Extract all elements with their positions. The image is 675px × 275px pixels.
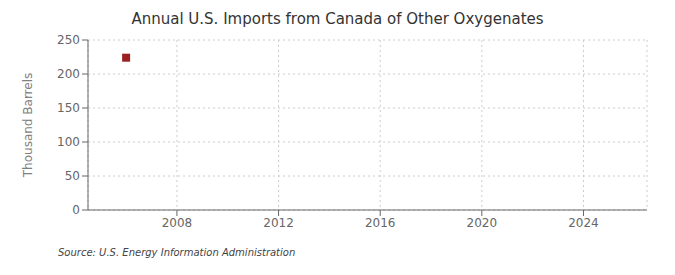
html-text:Source: U.S. Energy Informatio: Source: U.S. Energy Information Administ… [58, 247, 296, 258]
svg-text:200: 200 [57, 67, 80, 81]
svg-text:2012: 2012 [263, 216, 294, 230]
svg-text:0: 0 [72, 203, 80, 217]
svg-text:2008: 2008 [162, 216, 193, 230]
svg-text:Thousand Barrels: Thousand Barrels [21, 73, 35, 178]
svg-text:150: 150 [57, 101, 80, 115]
svg-text:2024: 2024 [568, 216, 599, 230]
svg-text:100: 100 [57, 135, 80, 149]
svg-text:250: 250 [57, 33, 80, 47]
svg-text:50: 50 [65, 169, 80, 183]
svg-text:2020: 2020 [467, 216, 498, 230]
svg-text:2016: 2016 [365, 216, 396, 230]
html-text:Annual U.S. Imports from Canad: Annual U.S. Imports from Canada of Other… [131, 10, 544, 28]
